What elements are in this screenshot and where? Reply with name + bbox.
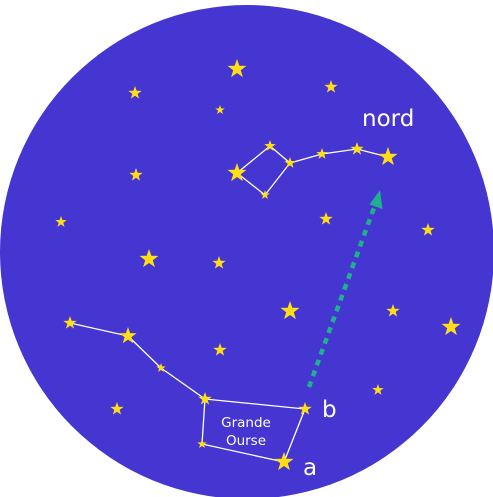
star-a-label: a [303, 455, 317, 481]
north-label: nord [362, 106, 414, 132]
constellation-name-line2: Ourse [226, 433, 266, 449]
pointer-arrowhead [369, 190, 383, 209]
pointer-dotted-line [306, 204, 378, 388]
big-dipper-lines [69, 322, 306, 463]
constellation-name-line1: Grande [221, 415, 271, 431]
star-b-label: b [322, 397, 337, 423]
little-dipper-lines [235, 145, 389, 196]
pointer-arrow [306, 190, 383, 388]
sky-disk [0, 5, 493, 497]
